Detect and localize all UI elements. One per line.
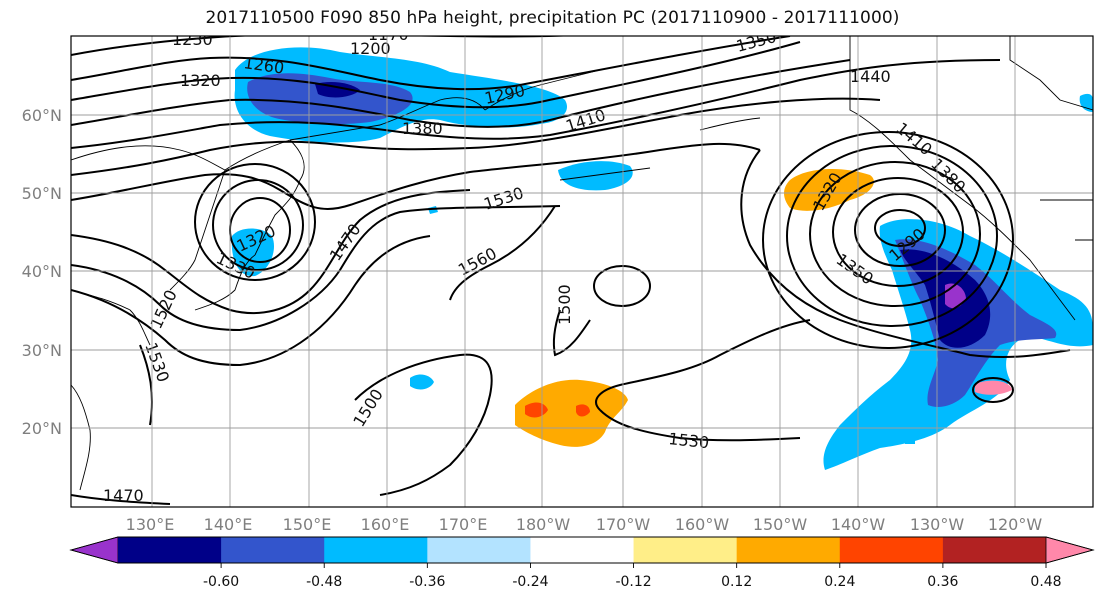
lon-label: 130°E	[126, 515, 175, 534]
lat-label: 30°N	[22, 341, 62, 360]
colorbar-tick-label: 0.36	[927, 574, 958, 590]
colorbar-swatch	[633, 537, 738, 563]
svg-text:1200: 1200	[350, 39, 391, 58]
svg-text:1230: 1230	[172, 30, 213, 49]
svg-text:1530: 1530	[668, 429, 710, 452]
lon-label: 120°W	[988, 515, 1043, 534]
svg-text:1380: 1380	[402, 119, 443, 138]
lat-label: 50°N	[22, 184, 62, 203]
height-contours	[71, 36, 1071, 505]
svg-text:1500: 1500	[555, 284, 574, 325]
latitude-labels: 60°N 50°N 40°N 30°N 20°N	[22, 106, 62, 438]
lon-label: 140°W	[831, 515, 886, 534]
colorbar: -0.60 -0.48 -0.36 -0.24 -0.12 0.12 0.24 0.36 0.4…	[69, 536, 1095, 590]
colorbar-extend-low	[69, 536, 119, 564]
colorbar-tick-label: -0.36	[409, 574, 445, 590]
lon-label: 130°W	[910, 515, 965, 534]
gridlines	[71, 36, 1093, 507]
colorbar-extend-high	[1045, 536, 1095, 564]
plot-frame	[70, 35, 1094, 508]
precip-shading	[231, 47, 1093, 470]
colorbar-tick-label: 0.24	[824, 574, 855, 590]
lon-label: 150°W	[753, 515, 808, 534]
colorbar-tick-label: 0.48	[1030, 574, 1061, 590]
colorbar-swatch	[221, 537, 325, 563]
colorbar-swatch	[530, 537, 635, 563]
lon-label: 180°W	[516, 515, 571, 534]
svg-text:1320: 1320	[180, 71, 221, 90]
svg-text:1440: 1440	[850, 67, 891, 86]
colorbar-tick-label: -0.24	[512, 574, 548, 590]
colorbar-swatch	[736, 537, 841, 563]
colorbar-tick-label: -0.60	[203, 574, 239, 590]
svg-text:1170: 1170	[368, 25, 409, 44]
lon-label: 160°E	[361, 515, 410, 534]
colorbar-tick-label: 0.12	[721, 574, 752, 590]
svg-text:1470: 1470	[103, 486, 144, 505]
colorbar-swatch	[839, 537, 944, 563]
colorbar-tick-label: -0.48	[306, 574, 342, 590]
lat-label: 20°N	[22, 419, 62, 438]
lat-label: 40°N	[22, 262, 62, 281]
lat-label: 60°N	[22, 106, 62, 125]
colorbar-swatch	[942, 537, 1047, 563]
lon-label: 140°E	[204, 515, 253, 534]
lon-label: 150°E	[283, 515, 332, 534]
colorbar-tick-label: -0.12	[615, 574, 651, 590]
lon-label: 170°E	[439, 515, 488, 534]
colorbar-swatch	[427, 537, 531, 563]
colorbar-frame	[69, 536, 1095, 564]
colorbar-swatch	[324, 537, 428, 563]
lon-label: 160°W	[675, 515, 730, 534]
lon-label: 170°W	[596, 515, 651, 534]
map-title: 2017110500 F090 850 hPa height, precipit…	[205, 8, 900, 28]
colorbar-swatch	[118, 537, 222, 563]
longitude-labels: 130°E 140°E 150°E 160°E 170°E 180°W 170°…	[126, 515, 1043, 534]
